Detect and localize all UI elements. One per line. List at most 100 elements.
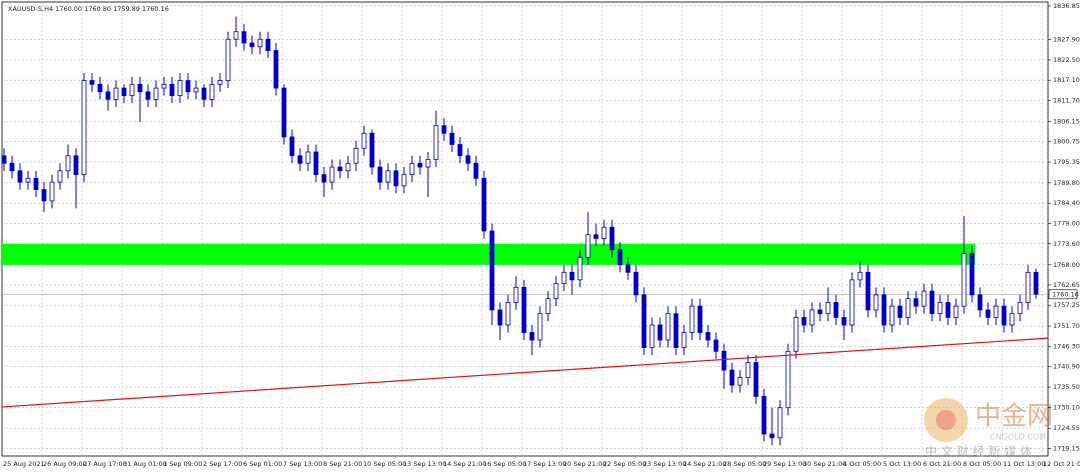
candle-body <box>41 189 47 202</box>
candle-body <box>369 132 375 168</box>
candle-body <box>953 305 959 318</box>
candle-body <box>249 42 255 48</box>
candle-body <box>937 302 943 315</box>
candle-body <box>761 396 767 435</box>
candle-body <box>929 290 935 315</box>
candle-body <box>745 362 751 379</box>
y-tick-label: 1795.35 <box>1053 158 1080 166</box>
candle-body <box>801 317 807 326</box>
candle-body <box>481 177 487 232</box>
y-tick-label: 1762.65 <box>1053 281 1080 289</box>
candle-body <box>289 136 295 157</box>
candle-body <box>793 317 799 352</box>
candle-body <box>49 181 55 202</box>
candle-body <box>65 155 71 172</box>
candle-body <box>641 294 647 348</box>
candle-body <box>145 91 151 100</box>
y-tick-label: 1811.70 <box>1053 97 1080 105</box>
candle-body <box>577 256 583 281</box>
candle-body <box>545 298 551 315</box>
logo-core <box>936 410 956 430</box>
candle-body <box>9 162 15 172</box>
candle-body <box>753 362 759 397</box>
candle-body <box>273 50 279 89</box>
candle-body <box>561 271 567 285</box>
candle-body <box>841 317 847 326</box>
x-tick-label: 7 Sep 13:00 <box>283 460 322 468</box>
x-tick-label: 6 Oct 21:00 <box>923 460 961 468</box>
candle-body <box>689 305 695 333</box>
candle-body <box>137 83 143 93</box>
candle-body <box>569 271 575 281</box>
candle-body <box>497 309 503 326</box>
watermark-slogan: 中 文 财 经 新 媒 体 <box>925 444 1032 459</box>
candle-body <box>513 286 519 303</box>
x-tick-label: 24 Sep 21:00 <box>683 460 726 468</box>
candle-body <box>201 87 207 100</box>
candle-body <box>465 155 471 164</box>
x-tick-label: 8 Oct 05:00 <box>963 460 1001 468</box>
candle-body <box>529 332 535 341</box>
candle-body <box>825 302 831 315</box>
candle-body <box>441 125 447 134</box>
candle-body <box>681 332 687 348</box>
watermark-name: 中金网 <box>975 402 1053 432</box>
candle-body <box>1033 271 1039 295</box>
candle-body <box>217 80 223 85</box>
candle-body <box>897 305 903 318</box>
candle-body <box>1009 313 1015 326</box>
y-tick-label: 1751.70 <box>1053 322 1080 330</box>
candle-body <box>913 298 919 307</box>
candle-body <box>649 324 655 348</box>
candle-body <box>921 290 927 307</box>
candle-body <box>209 83 215 100</box>
candle-body <box>313 151 319 175</box>
candle-body <box>833 302 839 318</box>
candle-body <box>625 264 631 273</box>
x-tick-label: 2 Sep 17:00 <box>203 460 242 468</box>
candle-body <box>657 324 663 341</box>
candle-body <box>73 155 79 175</box>
x-tick-label: 4 Oct 05:00 <box>843 460 881 468</box>
candle-body <box>385 170 391 183</box>
candle-body <box>321 174 327 183</box>
candle-body <box>401 174 407 187</box>
x-tick-label: 16 Sep 05:00 <box>483 460 526 468</box>
x-tick-label: 23 Sep 13:00 <box>643 460 686 468</box>
candle-body <box>305 151 311 164</box>
candle-body <box>993 305 999 318</box>
x-tick-label: 28 Sep 05:00 <box>723 460 766 468</box>
candle-body <box>169 83 175 97</box>
candle-body <box>609 226 615 251</box>
watermark-site: CNGOLD.COM <box>990 433 1046 442</box>
candle-body <box>1001 305 1007 326</box>
candle-body <box>881 294 887 326</box>
chart-title: XAUUSD-S,H4 1760.00 1760.80 1759.89 1760… <box>8 5 169 13</box>
current-price-box <box>1048 289 1078 300</box>
candle-body <box>337 166 343 172</box>
x-tick-label: 10 Sep 05:00 <box>363 460 406 468</box>
x-tick-label: 25 Aug 2021 <box>3 460 45 468</box>
candle-body <box>241 31 247 44</box>
x-tick-label: 1 Sep 09:00 <box>163 460 202 468</box>
candle-body <box>425 159 431 168</box>
candle-body <box>553 283 559 300</box>
candle-body <box>25 177 31 183</box>
y-tick-label: 1735.50 <box>1053 383 1080 391</box>
y-tick-label: 1746.30 <box>1053 342 1080 350</box>
candle-body <box>697 305 703 333</box>
candle-body <box>161 83 167 89</box>
candle-body <box>601 226 607 239</box>
candle-body <box>665 313 671 341</box>
candle-body <box>721 350 727 371</box>
candle-body <box>417 162 423 168</box>
candle-body <box>457 144 463 157</box>
candle-body <box>769 433 775 439</box>
x-tick-label: 11 Oct 13:00 <box>1003 460 1045 468</box>
y-tick-label: 1836.85 <box>1053 2 1080 10</box>
y-tick-label: 1806.15 <box>1053 117 1080 125</box>
x-tick-label: 14 Sep 21:00 <box>443 460 486 468</box>
x-tick-label: 17 Sep 13:00 <box>523 460 566 468</box>
candle-body <box>89 80 95 85</box>
